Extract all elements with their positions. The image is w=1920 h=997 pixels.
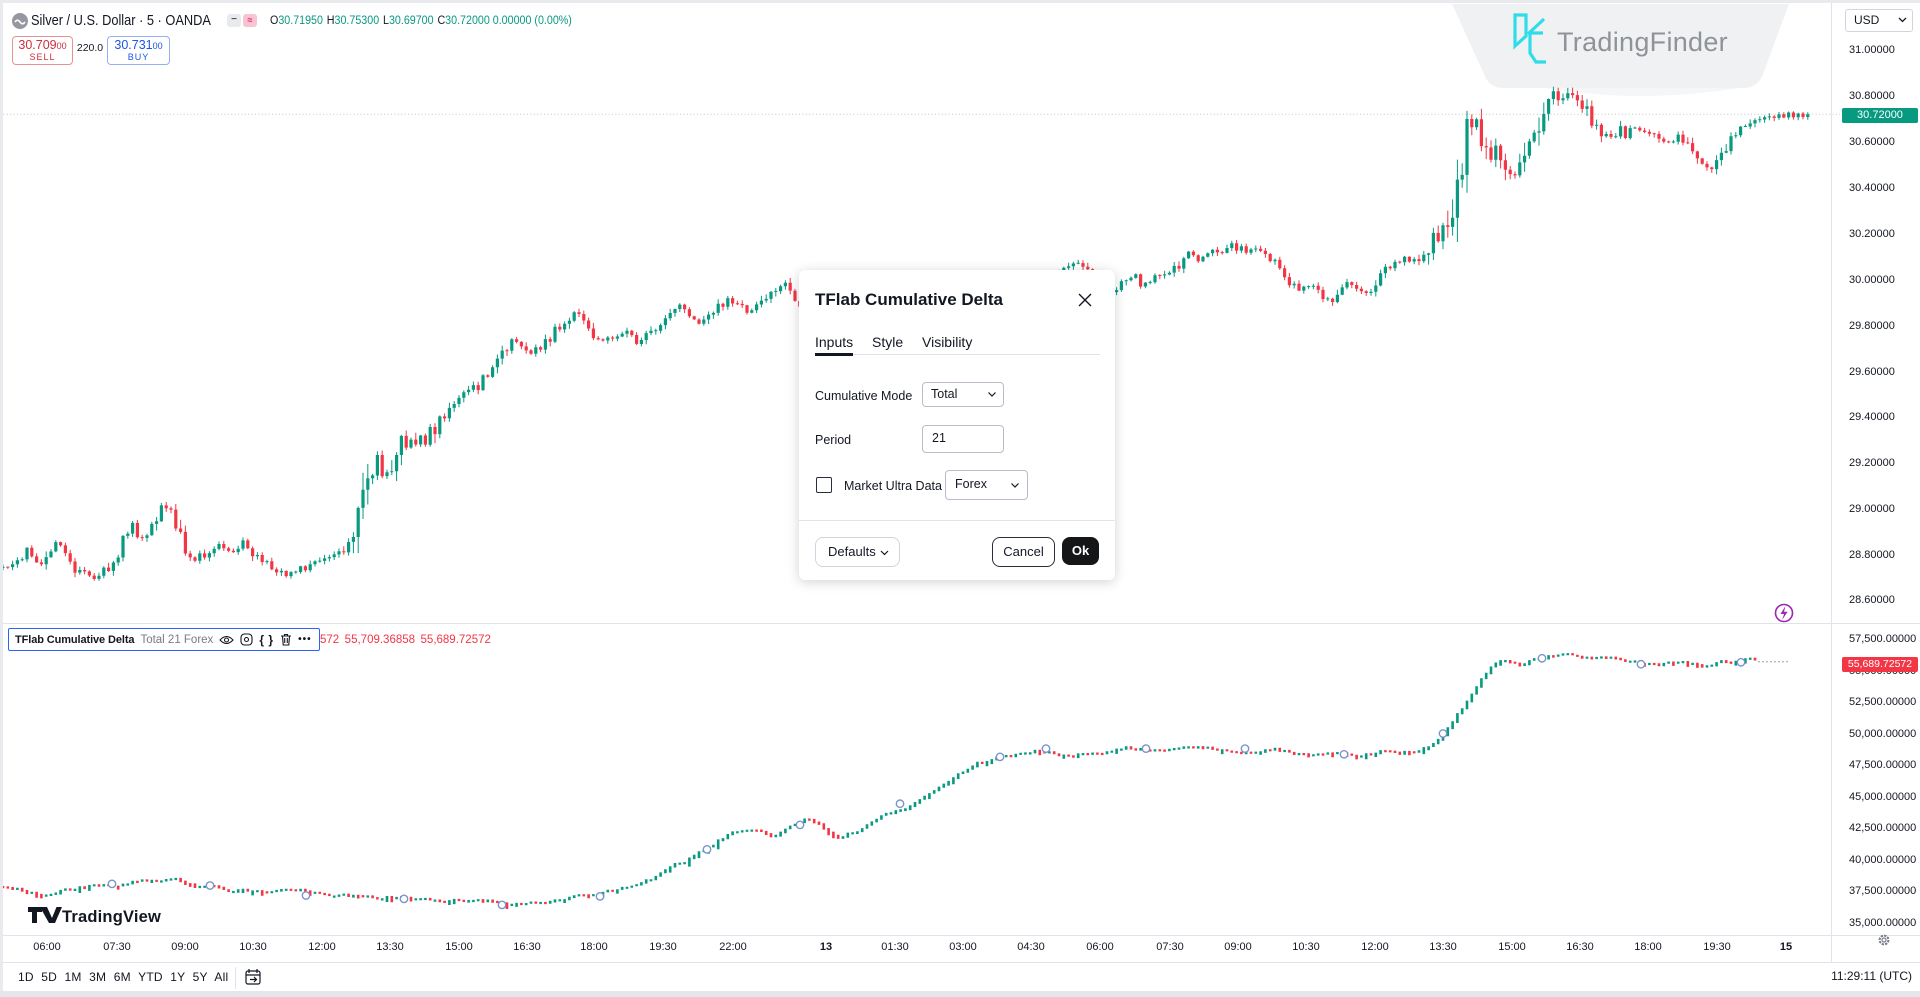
- svg-text:TradingView: TradingView: [62, 908, 161, 926]
- svg-text:TradingFinder: TradingFinder: [1557, 27, 1728, 57]
